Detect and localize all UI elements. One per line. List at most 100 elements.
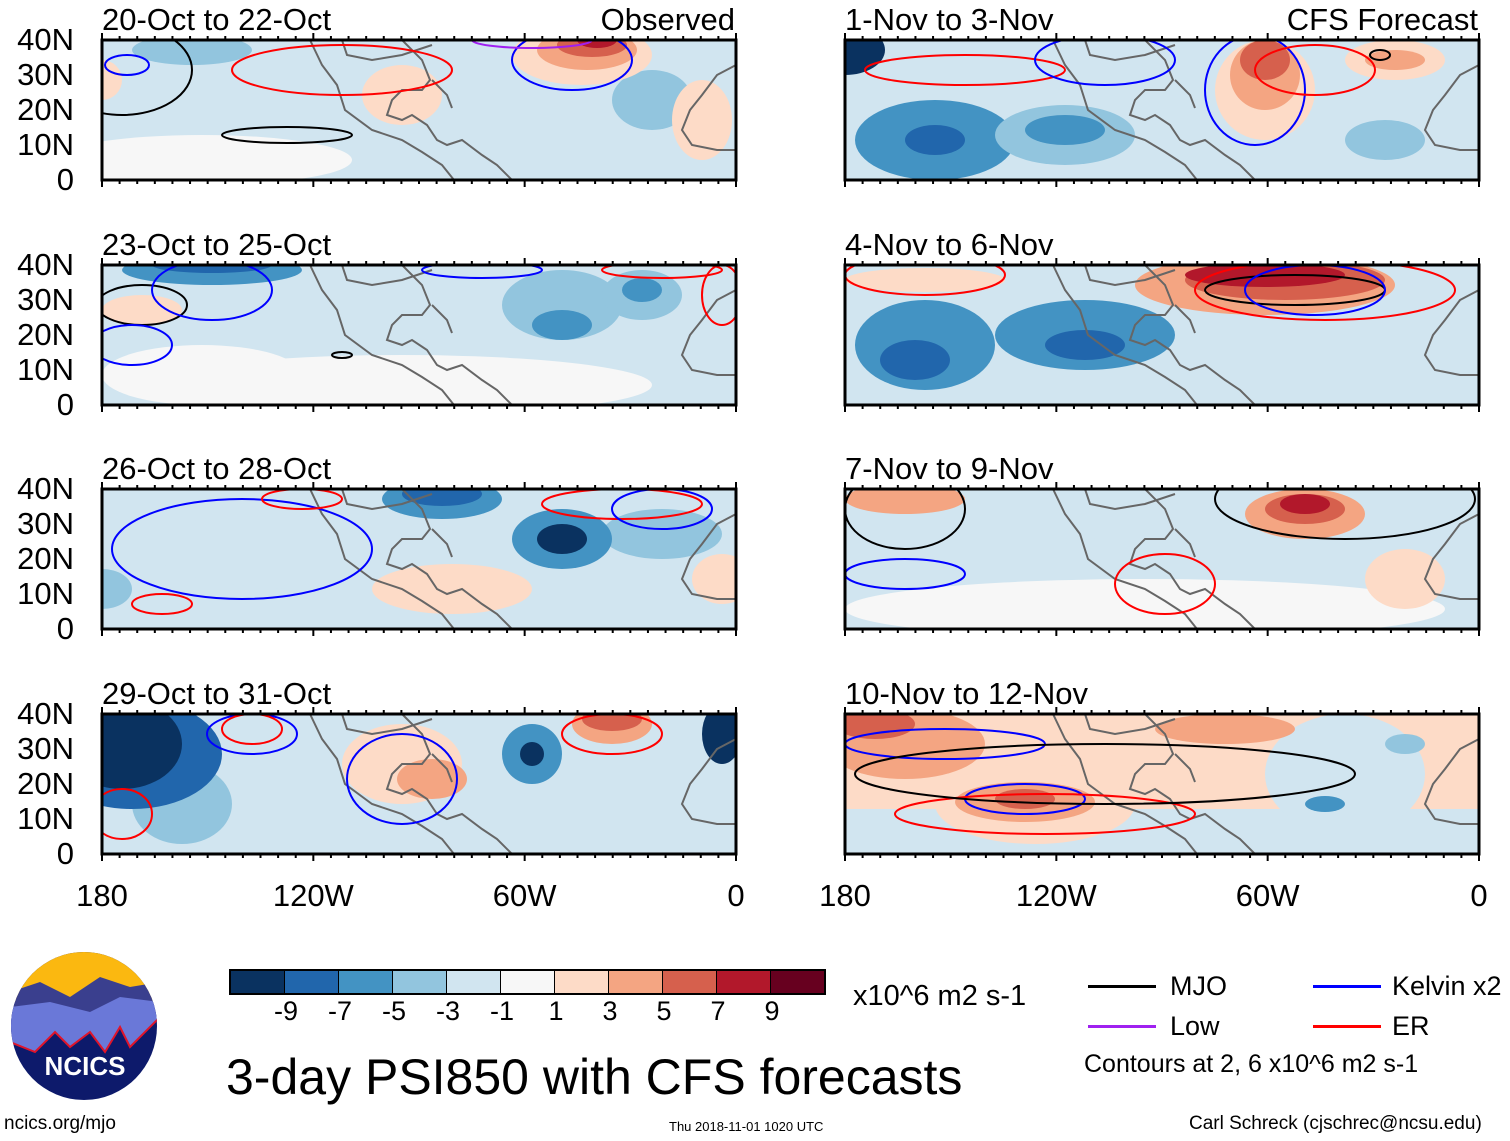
contours-note: Contours at 2, 6 x10^6 m2 s-1 — [1084, 1050, 1419, 1078]
coastline — [1174, 304, 1196, 334]
psi850-anomaly-shading — [672, 80, 732, 160]
psi850-anomaly-shading — [1365, 50, 1425, 70]
wave-contour — [421, 265, 543, 279]
x-axis-label: 120W — [272, 878, 354, 913]
coastline — [431, 753, 453, 783]
coastline — [1052, 265, 1198, 405]
y-axis-label: 0 — [56, 611, 74, 646]
footer-url[interactable]: ncics.org/mjo — [4, 1113, 116, 1134]
psi850-anomaly-shading — [612, 70, 692, 130]
coastline — [1423, 513, 1479, 600]
coastline — [1174, 753, 1196, 783]
colorbar-swatch — [717, 971, 771, 993]
y-axis-label: 40N — [17, 471, 74, 506]
coastline — [309, 714, 455, 854]
y-axis-label: 30N — [17, 506, 74, 541]
wave-contour — [151, 265, 273, 321]
wave-contour — [701, 265, 736, 326]
x-axis-label: 60W — [492, 878, 557, 913]
colorbar-swatch — [501, 971, 555, 993]
footer-credit: Carl Schreck (cjschrec@ncsu.edu) — [1189, 1113, 1482, 1134]
psi850-anomaly-shading — [880, 340, 950, 380]
panel-title: 26-Oct to 28-Oct — [102, 451, 332, 486]
colorbar-swatch — [609, 971, 663, 993]
kelvin-line-swatch — [1313, 985, 1381, 988]
y-axis-label: 30N — [17, 731, 74, 766]
coastline — [1423, 738, 1479, 825]
wave-contour — [611, 489, 713, 530]
map-panel — [843, 33, 1481, 187]
wave-contour — [845, 489, 966, 550]
wave-contour — [561, 714, 663, 755]
wave-contour — [471, 40, 593, 49]
wave-contour — [102, 324, 173, 366]
y-axis-label: 0 — [56, 387, 74, 422]
colorbar — [229, 969, 826, 995]
coastline — [680, 64, 736, 151]
psi850-anomaly-shading — [1025, 115, 1105, 145]
y-axis-label: 10N — [17, 352, 74, 387]
psi850-anomaly-shading — [1385, 734, 1425, 754]
colorbar-tick-label: -1 — [489, 996, 515, 1026]
panel-title: 7-Nov to 9-Nov — [845, 451, 1054, 486]
psi850-anomaly-shading — [577, 40, 617, 48]
psi850-anomaly-shading — [102, 295, 182, 325]
x-axis-label: 60W — [1235, 878, 1300, 913]
colorbar-tick-label: 5 — [656, 996, 672, 1026]
panel-title: 29-Oct to 31-Oct — [102, 676, 332, 711]
panel-title: 20-Oct to 22-Oct — [102, 2, 332, 37]
colorbar-tick-label: 3 — [602, 996, 618, 1026]
wave-contour — [1114, 553, 1216, 615]
colorbar-swatch — [663, 971, 717, 993]
coastline — [431, 79, 453, 109]
coastline — [680, 513, 736, 600]
wave-contour — [845, 558, 966, 590]
psi850-anomaly-shading — [152, 509, 452, 589]
panel-tag: Observed — [600, 2, 735, 37]
wave-contour — [1214, 489, 1476, 540]
wave-contour — [541, 489, 703, 520]
map-panel — [100, 482, 738, 636]
wave-contour — [1369, 49, 1391, 61]
coastline — [385, 265, 513, 405]
psi850-anomaly-shading — [1045, 330, 1125, 360]
psi850-anomaly-shading — [132, 40, 252, 65]
psi850-anomaly-shading — [1280, 494, 1330, 514]
psi850-anomaly-shading — [845, 579, 1445, 629]
psi850-anomaly-shading — [520, 742, 544, 766]
wave-contour — [221, 714, 283, 745]
psi850-anomaly-shading — [152, 265, 272, 273]
wave-contour — [331, 351, 353, 359]
logo-text: NCICS — [45, 1051, 126, 1081]
y-axis-label: 0 — [56, 162, 74, 197]
map-panel — [100, 707, 738, 861]
psi850-anomaly-shading — [582, 714, 642, 731]
wave-contour — [221, 126, 353, 144]
colorbar-tick-label: 1 — [548, 996, 564, 1026]
y-axis-label: 0 — [56, 836, 74, 871]
x-axis-label: 0 — [727, 878, 745, 913]
figure-title: 3-day PSI850 with CFS forecasts — [226, 1049, 963, 1105]
x-axis-label: 180 — [76, 878, 128, 913]
coastline — [309, 489, 455, 629]
psi850-anomaly-shading — [965, 494, 1125, 544]
psi850-anomaly-shading — [995, 789, 1055, 809]
footer-timestamp: Thu 2018-11-01 1020 UTC — [669, 1119, 824, 1134]
wave-contour — [854, 743, 1356, 805]
panel-title: 1-Nov to 3-Nov — [845, 2, 1054, 37]
psi850-anomaly-shading — [1365, 549, 1445, 609]
wave-contour — [601, 265, 723, 279]
psi850-anomaly-shading — [702, 714, 736, 764]
coastline — [1174, 79, 1196, 109]
y-axis-label: 40N — [17, 22, 74, 57]
coastline — [309, 40, 455, 180]
psi850-anomaly-shading — [397, 759, 467, 799]
coastline — [1128, 714, 1256, 854]
colorbar-tick-label: -7 — [327, 996, 353, 1026]
x-axis-label: 0 — [1470, 878, 1488, 913]
coastline — [1084, 714, 1176, 736]
wave-contour — [102, 40, 193, 116]
psi850-anomaly-shading — [1345, 120, 1425, 160]
legend-mjo: MJO — [1170, 971, 1227, 1001]
legend-kelvin: Kelvin x2 — [1392, 971, 1502, 1001]
